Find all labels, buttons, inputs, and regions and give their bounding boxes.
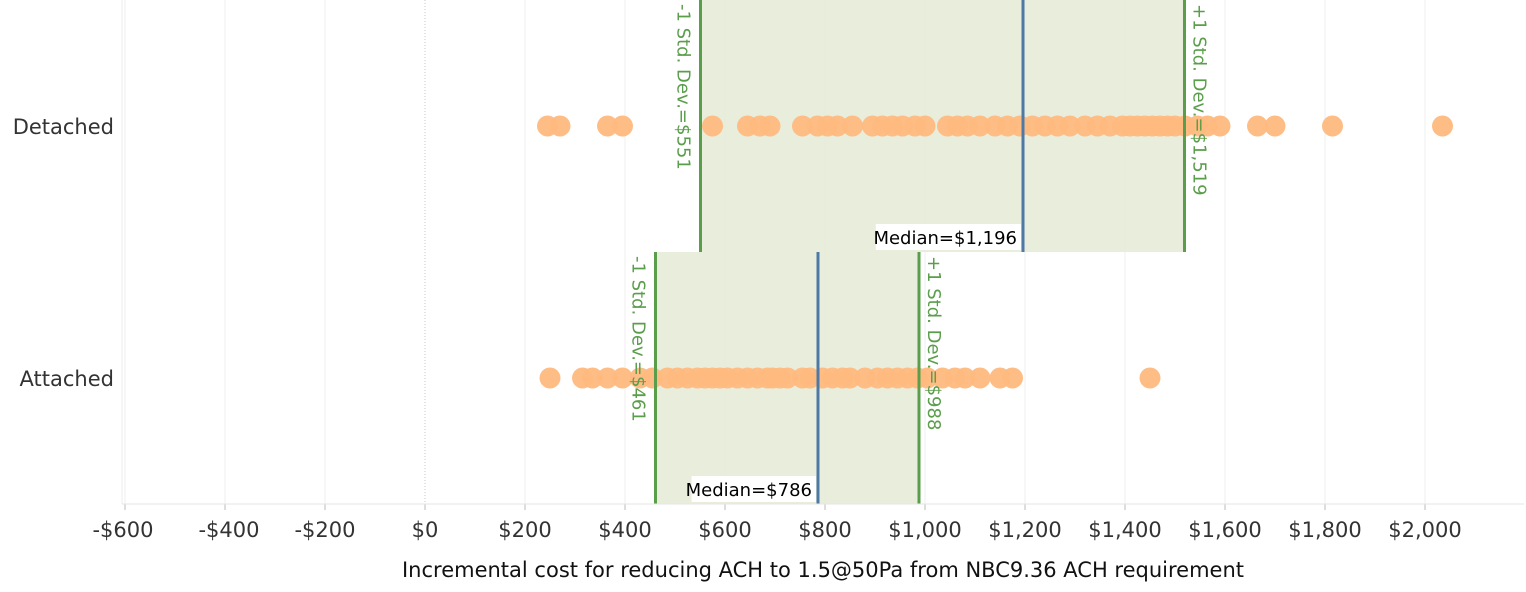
- attached-point: [539, 367, 561, 389]
- attached-plus-std-label: +1 Std. Dev.=$988: [923, 256, 944, 430]
- detached-point: [1432, 115, 1453, 137]
- category-label-attached: Attached: [20, 367, 114, 391]
- x-tick-label: $1,600: [1188, 518, 1261, 542]
- x-tick-label: $400: [598, 518, 651, 542]
- x-axis: -$600 -$400 -$200 $0 $200 $400 $600 $800 $1,000 $…: [92, 503, 1524, 542]
- detached-point: [842, 115, 863, 137]
- x-tick-label: $0: [412, 518, 439, 542]
- detached-minus-std-label: -1 Std. Dev.=$551: [673, 4, 694, 170]
- detached-point: [1059, 115, 1081, 137]
- x-tick-label: $1,000: [888, 518, 961, 542]
- x-axis-title: Incremental cost for reducing ACH to 1.5…: [402, 558, 1244, 582]
- detached-median-label: Median=$1,196: [873, 228, 1017, 249]
- x-tick-label: $1,400: [1088, 518, 1161, 542]
- attached-point: [582, 367, 603, 389]
- attached-median-label-box: [691, 476, 816, 502]
- detached-point: [702, 115, 723, 137]
- dot-layer: [537, 115, 1453, 389]
- detached-plus-std-label: +1 Std. Dev.=$1,519: [1189, 4, 1210, 196]
- attached-point: [954, 367, 976, 389]
- detached-median-label-box: [875, 224, 1021, 250]
- ref-layer: -1 Std. Dev.=$551 +1 Std. Dev.=$1,519 Medi…: [628, 0, 1210, 504]
- x-tick-label: -$400: [198, 518, 259, 542]
- category-label-detached: Detached: [13, 115, 114, 139]
- x-tick-label: -$600: [92, 518, 153, 542]
- attached-point: [642, 367, 663, 389]
- detached-point: [1247, 115, 1268, 137]
- detached-point: [969, 115, 991, 137]
- attached-minus-std-label: -1 Std. Dev.=$461: [628, 256, 649, 422]
- detached-point: [914, 115, 936, 137]
- detached-point: [597, 115, 618, 137]
- detached-point: [612, 115, 633, 137]
- attached-point: [612, 367, 633, 389]
- x-tick-label: $1,200: [988, 518, 1061, 542]
- detached-point: [1209, 115, 1231, 137]
- attached-point: [917, 367, 938, 389]
- x-tick-label: $1,800: [1288, 518, 1361, 542]
- category-labels: Detached Attached: [13, 115, 114, 391]
- detached-point: [827, 115, 848, 137]
- x-tick-label: $200: [498, 518, 551, 542]
- detached-point: [792, 115, 813, 137]
- x-tick-label: $2,000: [1388, 518, 1461, 542]
- detached-point: [549, 115, 571, 137]
- detached-point: [759, 115, 781, 137]
- x-tick-label: $800: [798, 518, 851, 542]
- attached-point: [839, 367, 861, 389]
- attached-point: [597, 367, 618, 389]
- x-tick-label: $600: [698, 518, 751, 542]
- attached-point: [777, 367, 798, 389]
- attached-point: [1002, 367, 1023, 389]
- attached-point: [969, 367, 991, 389]
- x-tick-label: -$200: [294, 518, 355, 542]
- detached-point: [1322, 115, 1343, 137]
- attached-point: [1139, 367, 1161, 389]
- attached-median-label: Median=$786: [686, 480, 812, 501]
- detached-point: [1264, 115, 1286, 137]
